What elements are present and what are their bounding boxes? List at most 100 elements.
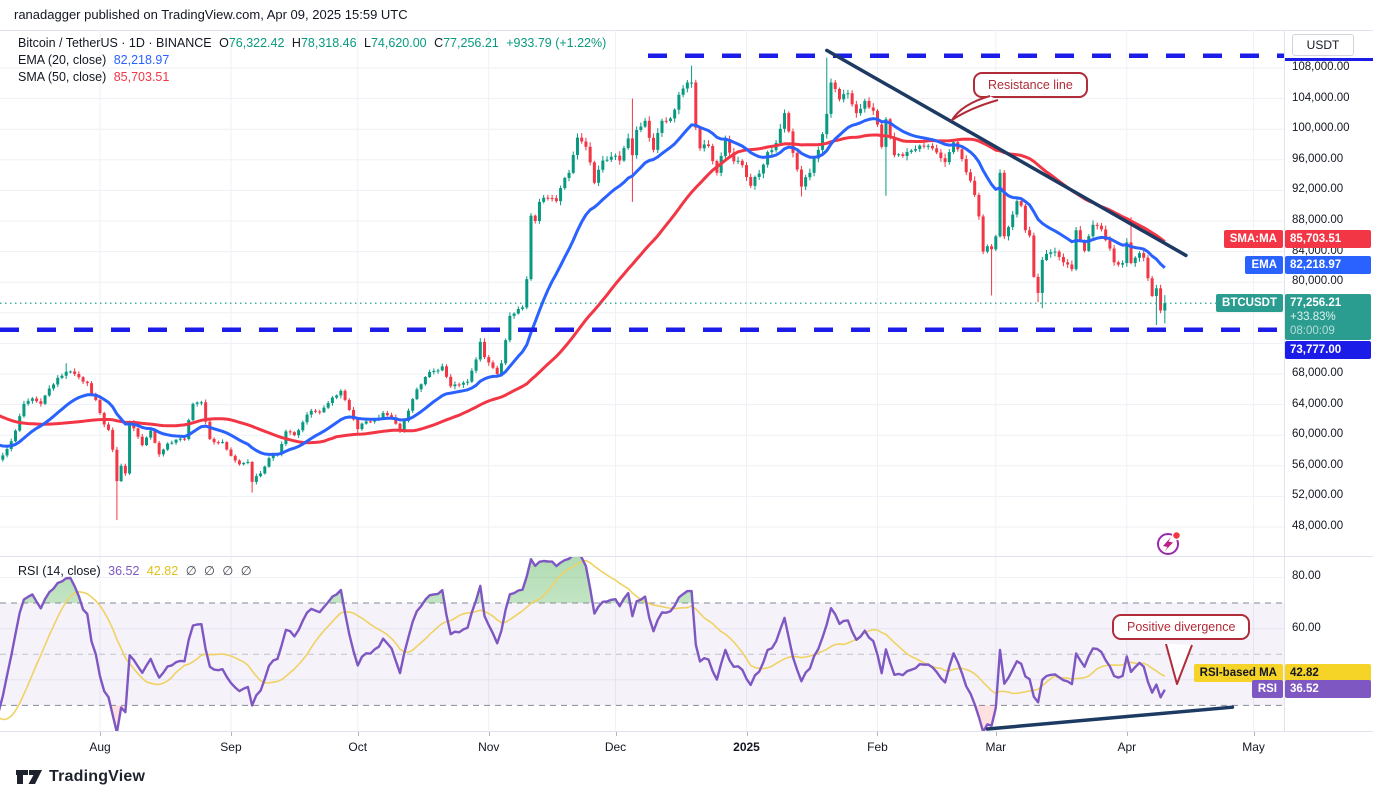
rsi-based-ma-line	[0, 559, 1166, 721]
sma-legend-value: 85,703.51	[113, 70, 170, 84]
published-bar: ranadagger published on TradingView.com,…	[0, 0, 1373, 31]
rsi-ma-legend-value: 42.82	[146, 564, 179, 578]
price-tick: 80,000.00	[1292, 275, 1344, 288]
time-axis-label-oct: Oct	[348, 740, 368, 754]
positive-divergence-callout[interactable]: Positive divergence	[1112, 614, 1251, 640]
ema-axis-value: 82,218.97	[1285, 256, 1371, 275]
sma-axis-value: 85,703.51	[1285, 229, 1371, 248]
lightning-idea-icon[interactable]	[1155, 530, 1185, 560]
ema-20-line	[0, 117, 1166, 456]
notification-dot	[1171, 530, 1182, 541]
price-pane[interactable]	[0, 30, 1284, 557]
time-axis-label-dec: Dec	[604, 740, 627, 754]
rsi-tick: 60.00	[1292, 621, 1321, 634]
current-price-value: 77,256.21	[1290, 297, 1342, 310]
ema-legend-name: EMA (20, close)	[18, 53, 107, 67]
time-axis-tick	[877, 732, 879, 736]
tradingview-logo[interactable]: TradingView	[16, 768, 145, 786]
symbol-legend[interactable]: Bitcoin / TetherUS · 1D · BINANCE O76,32…	[18, 36, 606, 50]
rsi-legend[interactable]: RSI (14, close) 36.52 42.82 ∅ ∅ ∅ ∅	[18, 563, 254, 578]
ema-legend[interactable]: EMA (20, close) 82,218.97	[18, 53, 169, 67]
time-axis-label-sep: Sep	[220, 740, 242, 754]
time-axis[interactable]: Aug Sep Oct Nov Dec 2025 Feb Mar Apr May	[0, 731, 1373, 759]
rsi-line	[0, 557, 1166, 731]
candles	[0, 57, 1167, 521]
price-axis-separator	[1284, 30, 1285, 757]
sma-legend[interactable]: SMA (50, close) 85,703.51	[18, 70, 169, 84]
rsi-label: RSI	[1251, 679, 1283, 698]
price-tick: 92,000.00	[1292, 183, 1344, 196]
rsi-pane[interactable]	[0, 557, 1284, 731]
level-line-axis-marker	[1285, 58, 1373, 61]
price-tick: 48,000.00	[1292, 520, 1344, 532]
rsi-support-trendline	[985, 705, 1235, 731]
rsi-legend-empty-values: ∅ ∅ ∅ ∅	[185, 564, 254, 578]
price-tick: 96,000.00	[1292, 152, 1344, 165]
rsi-legend-value: 36.52	[108, 564, 140, 578]
time-axis-label-feb: Feb	[867, 740, 888, 754]
time-axis-tick	[488, 732, 490, 736]
sma-line-label: SMA:MA	[1223, 229, 1283, 248]
rsi-overbought-fill	[22, 557, 693, 603]
tradingview-logo-text: TradingView	[49, 768, 146, 785]
price-tick: 68,000.00	[1292, 367, 1344, 379]
ema-line-label: EMA	[1245, 256, 1283, 275]
rsi-ma-label: RSI-based MA	[1193, 663, 1283, 682]
ohlc-close-label: C	[434, 36, 444, 50]
price-tick: 108,000.00	[1292, 61, 1350, 73]
time-axis-tick	[1126, 732, 1128, 736]
ohlc-low: 74,620.00	[370, 36, 427, 50]
symbol-title: Bitcoin / TetherUS · 1D · BINANCE	[18, 36, 212, 50]
time-axis-tick	[357, 732, 359, 736]
symbol-price-label: BTCUSDT	[1216, 294, 1283, 313]
resistance-callout-tail	[951, 95, 999, 121]
bar-countdown: 08:00:09	[1290, 325, 1335, 338]
resistance-trendline	[825, 48, 1188, 258]
ohlc-close: 77,256.21	[443, 36, 499, 50]
price-tick: 52,000.00	[1292, 489, 1344, 502]
time-axis-tick	[615, 732, 617, 736]
price-tick: 60,000.00	[1292, 428, 1344, 441]
price-tick: 104,000.00	[1292, 91, 1350, 104]
pane-separator[interactable]	[0, 556, 1373, 557]
rsi-axis-value: 36.52	[1285, 679, 1371, 698]
support-level-badge: 73,777.00	[1285, 341, 1371, 360]
time-axis-tick	[100, 732, 101, 736]
time-axis-tick	[746, 732, 748, 736]
price-tick: 84,000.00	[1292, 244, 1344, 257]
price-grid	[0, 30, 1284, 557]
ohlc-low-label: L	[364, 36, 371, 50]
time-axis-label-2025: 2025	[733, 740, 760, 754]
price-tick: 56,000.00	[1292, 458, 1344, 471]
rsi-ma-axis-value: 42.82	[1285, 663, 1371, 682]
ohlc-change: +933.79 (+1.22%)	[506, 36, 607, 50]
rsi-tick: 80.00	[1292, 570, 1321, 583]
time-axis-label-may: May	[1242, 740, 1265, 754]
currency-toggle[interactable]: USDT	[1292, 34, 1354, 56]
resistance-line-callout[interactable]: Resistance line	[973, 72, 1088, 98]
time-axis-label-nov: Nov	[478, 740, 500, 754]
ohlc-open-label: O	[219, 36, 229, 50]
divergence-callout-tail	[1165, 644, 1193, 685]
sma-legend-name: SMA (50, close)	[18, 70, 107, 84]
ema-legend-value: 82,218.97	[113, 53, 170, 67]
ohlc-high-label: H	[291, 36, 301, 50]
published-text: ranadagger published on TradingView.com,…	[14, 7, 408, 22]
time-axis-tick	[1253, 732, 1255, 736]
time-axis-label-mar: Mar	[985, 740, 1007, 754]
time-axis-tick	[230, 732, 232, 736]
ohlc-high: 78,318.46	[300, 36, 357, 50]
time-axis-tick	[995, 732, 997, 736]
price-tick: 64,000.00	[1292, 397, 1344, 410]
sma-50-line	[0, 133, 1166, 445]
price-tick: 100,000.00	[1292, 122, 1350, 135]
current-price-change: +33.83%	[1290, 311, 1336, 324]
tradingview-logo-icon	[16, 770, 42, 784]
current-price-badge: 77,256.21 +33.83% 08:00:09	[1285, 294, 1371, 341]
rsi-grid	[0, 557, 1284, 731]
price-tick: 88,000.00	[1292, 214, 1344, 226]
ohlc-open: 76,322.42	[228, 36, 285, 50]
rsi-legend-name: RSI (14, close)	[18, 564, 101, 578]
time-axis-label-apr: Apr	[1117, 740, 1137, 754]
